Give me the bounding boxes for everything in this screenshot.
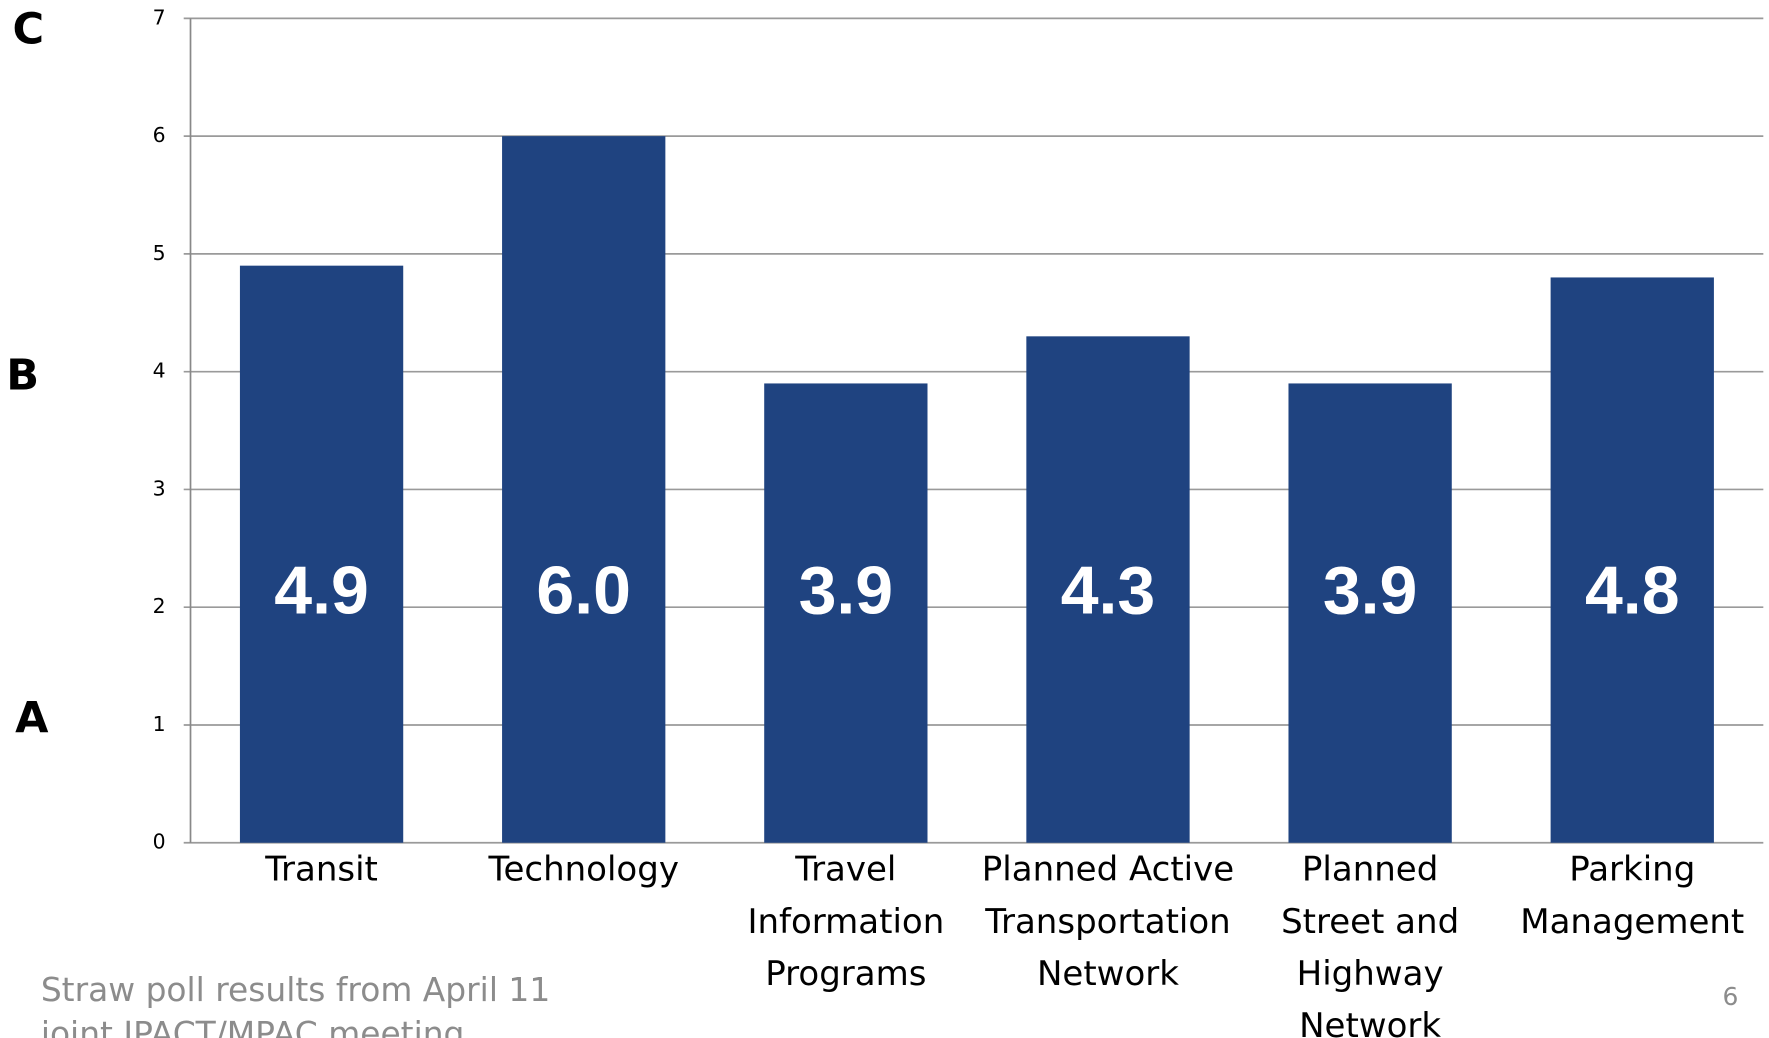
bar: [1288, 383, 1452, 843]
x-tick-label: Highway: [1297, 954, 1444, 994]
x-tick-label: Street and: [1281, 902, 1459, 942]
y-tick-label: 3: [153, 476, 166, 500]
x-tick-label: Network: [1299, 1006, 1441, 1038]
value-label: 3.9: [799, 553, 894, 629]
x-tick-label: Transportation: [984, 902, 1231, 942]
y-tick-label: 4: [153, 359, 166, 383]
x-tick-label: Travel: [794, 850, 896, 890]
bar: [1550, 277, 1714, 843]
bar: [1026, 336, 1190, 843]
bar: [764, 383, 928, 843]
y-tick-label: 0: [153, 830, 166, 854]
value-label: 4.3: [1061, 553, 1156, 629]
level-label: B: [6, 350, 39, 400]
x-tick-label: Management: [1520, 902, 1744, 942]
x-tick-label: Programs: [765, 954, 926, 994]
bar: [239, 265, 404, 843]
footnote: joint JPACT/MPAC meeting: [40, 1014, 465, 1038]
y-tick-label: 7: [153, 5, 166, 29]
value-label: 4.8: [1585, 553, 1680, 629]
y-tick-label: 6: [153, 123, 166, 147]
value-label: 4.9: [274, 553, 369, 629]
y-tick-label: 5: [153, 241, 166, 265]
footnote: Straw poll results from April 11: [41, 970, 550, 1009]
x-tick-label: Parking: [1569, 850, 1695, 890]
bar: [502, 136, 666, 843]
level-label: C: [13, 4, 45, 54]
x-tick-label: Network: [1037, 954, 1179, 994]
page-number: 6: [1723, 982, 1739, 1011]
x-tick-label: Technology: [487, 850, 678, 890]
level-label: A: [15, 693, 49, 743]
x-tick-label: Information: [747, 902, 944, 942]
x-tick-label: Transit: [264, 850, 378, 890]
y-tick-label: 1: [153, 712, 166, 736]
x-tick-label: Planned: [1302, 850, 1438, 890]
value-label: 6.0: [536, 553, 631, 629]
value-label: 3.9: [1323, 553, 1418, 629]
x-tick-label: Planned Active: [982, 850, 1234, 890]
y-tick-label: 2: [153, 594, 166, 618]
